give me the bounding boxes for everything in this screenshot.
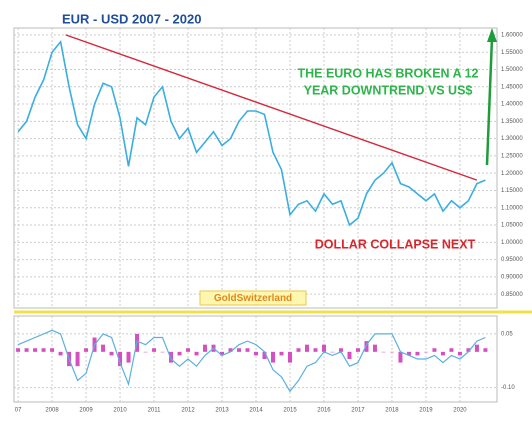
bar [372, 344, 377, 352]
bar [271, 351, 276, 363]
y-tick-label: 1.00000 [501, 240, 523, 246]
bar [41, 348, 46, 352]
plot-layer: 07 2008 2009 2010 2011 2012 2013 2014 2015 2016 20… [14, 28, 523, 414]
x-tick-label: 2013 [215, 408, 229, 414]
x-tick-label: 2020 [453, 408, 467, 414]
bar [296, 348, 301, 352]
bar [101, 344, 106, 352]
line [17, 329, 486, 393]
y-tick-label: 0.85000 [501, 292, 523, 298]
bar [483, 348, 488, 352]
y-tick-label: 1.30000 [501, 136, 523, 142]
bar [143, 351, 148, 353]
bar [109, 351, 114, 356]
y-tick-label: 1.60000 [501, 32, 523, 38]
bar [75, 351, 80, 367]
bar [24, 348, 29, 352]
bar [169, 351, 174, 363]
annotation: DOLLAR COLLAPSE NEXT [315, 237, 476, 251]
x-tick-label: 2015 [283, 408, 297, 414]
bar [203, 344, 208, 352]
x-tick-label: 2012 [181, 408, 195, 414]
y-tick-label: 1.10000 [501, 205, 523, 211]
bar [84, 348, 89, 352]
annotation: THE EURO HAS BROKEN A 12 [297, 66, 478, 80]
bar [457, 351, 462, 356]
main-panel [13, 27, 498, 309]
annotation: YEAR DOWNTREND VS US$ [304, 83, 473, 97]
bar [466, 348, 471, 352]
bar [338, 348, 343, 352]
bar [449, 348, 454, 352]
bar [194, 351, 199, 356]
bar [313, 348, 318, 352]
bar [220, 351, 225, 356]
x-tick-label: 2019 [419, 408, 433, 414]
bar [364, 341, 369, 352]
y-tick-label: 1.35000 [501, 119, 523, 125]
bar [432, 348, 437, 352]
bar [423, 351, 428, 353]
bar [406, 351, 411, 356]
watermark: GoldSwitzerland [214, 293, 292, 304]
y-tick-label: 1.15000 [501, 188, 523, 194]
bar [304, 344, 309, 352]
bar [347, 351, 352, 359]
x-tick-label: 2008 [45, 408, 59, 414]
y-tick-label: 1.25000 [501, 153, 523, 159]
line [17, 39, 486, 227]
bar [160, 351, 165, 353]
x-tick-label: 2009 [79, 408, 93, 414]
x-tick-label: 07 [15, 408, 22, 414]
bar [118, 351, 123, 367]
bar [415, 351, 420, 356]
y-tick-label: 1.45000 [501, 84, 523, 90]
x-tick-label: 2011 [148, 408, 162, 414]
arrow-head [487, 28, 497, 42]
chart-title: EUR - USD 2007 - 2020 [62, 11, 201, 26]
bar [474, 344, 479, 352]
bar [321, 344, 326, 352]
watermark-box [199, 290, 307, 306]
bar [381, 351, 386, 353]
bar [228, 348, 233, 352]
indicator-panel [13, 315, 498, 403]
bar [288, 351, 292, 363]
y-tick-label: 1.55000 [501, 50, 523, 56]
bar [355, 348, 360, 352]
bar [389, 351, 394, 353]
y-tick-label: 0.95000 [501, 257, 523, 263]
bar [16, 348, 21, 352]
x-tick-label: 2010 [113, 408, 127, 414]
bar [33, 348, 38, 352]
y-tick-label: 1.20000 [501, 171, 523, 177]
y-tick-label: 0.90000 [501, 274, 523, 280]
bar [262, 351, 267, 359]
bar [186, 348, 191, 352]
bar [254, 351, 259, 356]
y-tick-label: 1.50000 [501, 67, 523, 73]
bar [237, 348, 242, 352]
y-tick-label: 1.40000 [501, 102, 523, 108]
bar [152, 348, 157, 352]
x-tick-label: 2017 [351, 408, 365, 414]
x-tick-label: 2014 [249, 408, 263, 414]
bar [279, 351, 284, 356]
bar [398, 351, 403, 363]
x-tick-label: 2018 [385, 408, 399, 414]
bar [440, 351, 445, 356]
bar [58, 351, 63, 356]
line [65, 34, 478, 181]
bar [126, 351, 131, 363]
y-tick-label: 0.05 [501, 331, 513, 337]
bar [245, 348, 250, 352]
arrow-shaft [485, 37, 494, 166]
bar [330, 351, 335, 353]
y-tick-label: -0.10 [501, 385, 515, 391]
x-tick-label: 2016 [317, 408, 331, 414]
bar [177, 351, 182, 356]
bar [50, 348, 55, 352]
y-tick-label: 1.05000 [501, 223, 523, 229]
